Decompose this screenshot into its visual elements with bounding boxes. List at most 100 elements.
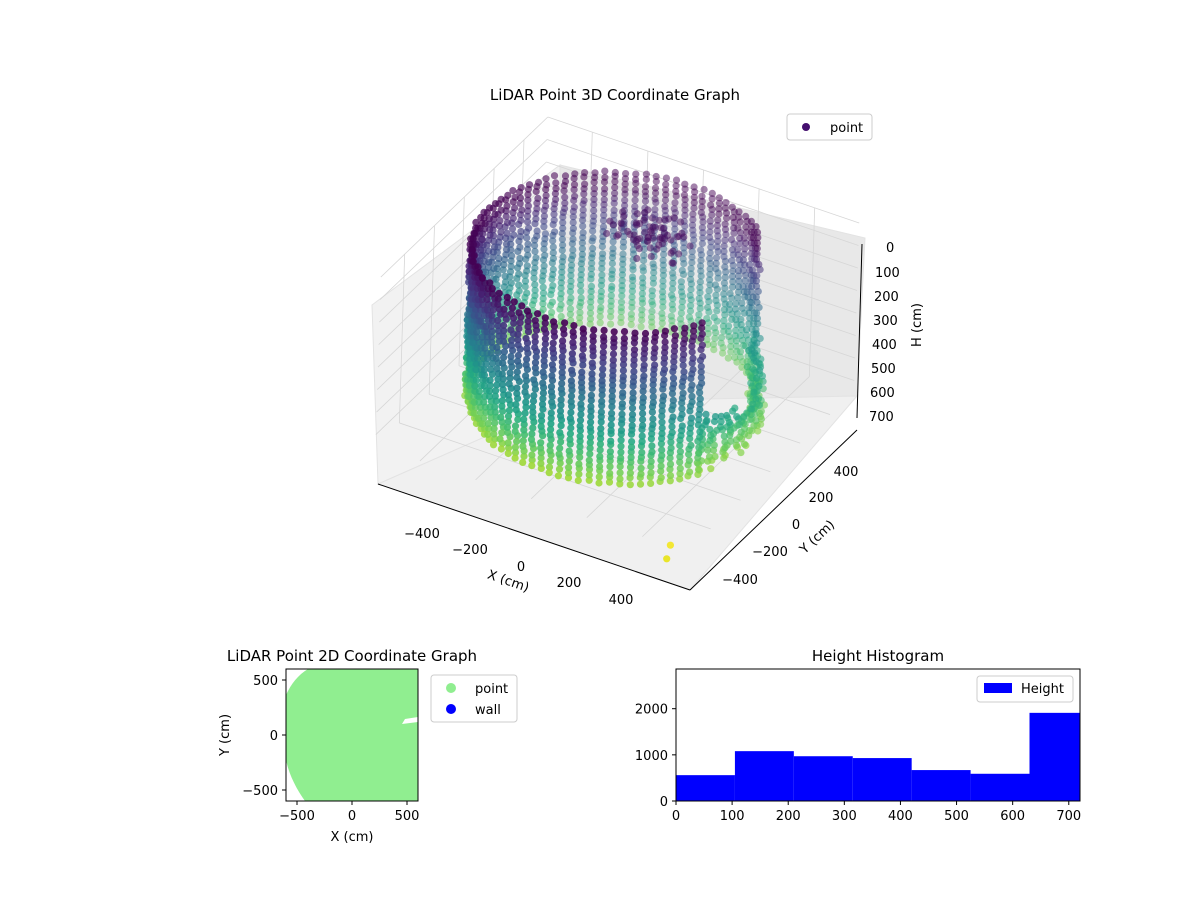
chart-3d-point <box>738 304 746 312</box>
chart-3d-point <box>648 408 657 416</box>
chart-3d-gridline <box>398 254 406 423</box>
chart-3d-point <box>500 337 508 346</box>
chart-3d-point <box>484 354 492 362</box>
chart-3d-point <box>509 214 517 222</box>
chart-3d-point <box>531 247 539 255</box>
chart-3d-point <box>469 257 477 266</box>
chart-3d-point <box>549 249 557 257</box>
chart-3d-point <box>538 400 547 408</box>
chart-3d-point <box>726 431 734 439</box>
chart-3d-point <box>549 345 557 353</box>
chart-3d-point <box>494 270 502 279</box>
chart-3d-point <box>713 221 722 230</box>
chart-3d-point <box>537 412 546 420</box>
chart-3d-point <box>598 277 606 285</box>
chart-3d-point <box>505 406 513 414</box>
chart-3d-point <box>609 356 617 364</box>
chart-3d-point <box>522 398 530 406</box>
chart-3d-point <box>681 180 689 188</box>
chart-3d-point <box>638 311 646 319</box>
chart-3d-point <box>669 274 677 282</box>
chart-3d-point <box>507 279 515 287</box>
chart-3d-point <box>670 241 678 249</box>
chart-3d-point <box>648 313 656 321</box>
chart-3d-point <box>619 255 627 263</box>
chart-3d-point <box>721 263 729 271</box>
chart-2d-x-ticks: −500 0 500 <box>279 801 419 824</box>
chart-3d-point <box>676 464 684 472</box>
chart-3d-point <box>696 304 704 312</box>
chart-3d-title: LiDAR Point 3D Coordinate Graph <box>490 86 740 104</box>
histogram-title: Height Histogram <box>812 647 944 665</box>
chart-3d-point <box>547 425 555 433</box>
chart-3d-point <box>715 194 723 202</box>
chart-3d-point <box>524 218 532 226</box>
chart-3d-point <box>550 210 558 218</box>
chart-3d-point <box>729 278 737 286</box>
chart-3d-point <box>610 194 619 203</box>
chart-3d-point <box>690 183 698 191</box>
chart-3d-point <box>596 440 605 448</box>
chart-3d-point <box>627 321 635 329</box>
chart-3d-point <box>659 282 667 290</box>
chart-3d-point <box>660 376 668 384</box>
chart-3d-point <box>539 283 547 291</box>
chart-3d-point <box>503 423 511 431</box>
chart-3d-point <box>568 261 576 269</box>
chart-3d-point <box>489 253 497 261</box>
chart-3d-point <box>482 360 490 368</box>
chart-3d-point <box>579 206 587 214</box>
chart-3d-point <box>579 340 587 348</box>
chart-3d-point <box>481 344 489 352</box>
chart-3d-point <box>564 469 573 477</box>
chart-3d-point <box>469 371 477 379</box>
chart-3d-point <box>619 238 628 246</box>
chart-3d-point <box>568 350 577 358</box>
chart-3d-point <box>631 186 640 194</box>
chart-3d-point <box>539 289 548 297</box>
chart-3d-point <box>715 210 723 218</box>
chart-3d-point <box>500 327 508 335</box>
chart-3d-point <box>566 435 574 444</box>
chart-3d-gridline <box>378 184 546 345</box>
chart-3d-point <box>724 327 733 335</box>
chart-3d-point <box>758 372 767 380</box>
chart-3d-point <box>601 167 609 175</box>
chart-3d-point <box>548 361 557 369</box>
chart-3d-point <box>510 298 518 306</box>
chart-3d-point <box>706 259 715 267</box>
chart-3d-point <box>752 277 761 285</box>
chart-3d-point <box>487 365 495 373</box>
chart-3d-point <box>699 234 707 242</box>
chart-2d-legend: point wall <box>430 674 518 723</box>
chart-3d-point <box>479 301 487 309</box>
histogram-x-ticks: 0 100 200 300 400 500 600 700 <box>672 801 1081 824</box>
chart-3d-point <box>600 211 608 219</box>
chart-3d-point <box>740 234 749 242</box>
chart-3d-point <box>466 360 474 368</box>
chart-3d-point <box>639 382 648 390</box>
chart-2d-y-tick-label: 500 <box>253 674 278 689</box>
chart-3d-point <box>538 417 546 425</box>
chart-3d-point <box>617 436 625 444</box>
chart-3d-point <box>690 322 698 330</box>
chart-3d-point <box>578 239 587 247</box>
chart-3d-z-axis-line <box>856 243 863 419</box>
chart-3d-point <box>517 184 525 192</box>
chart-3d-point <box>541 335 550 343</box>
chart-3d-point <box>738 299 746 307</box>
chart-3d-point <box>669 305 677 313</box>
chart-3d-point <box>735 208 743 216</box>
chart-3d-point <box>570 181 579 189</box>
chart-3d-point <box>620 328 629 336</box>
chart-3d-point <box>698 379 706 387</box>
chart-3d-point <box>670 205 678 213</box>
chart-3d-point <box>667 438 675 446</box>
chart-3d-point <box>600 326 608 334</box>
chart-3d-point <box>506 268 515 276</box>
chart-3d-points <box>461 167 769 563</box>
chart-3d-point <box>597 288 606 296</box>
histogram-bars <box>676 712 1080 801</box>
chart-3d-point <box>531 286 539 294</box>
